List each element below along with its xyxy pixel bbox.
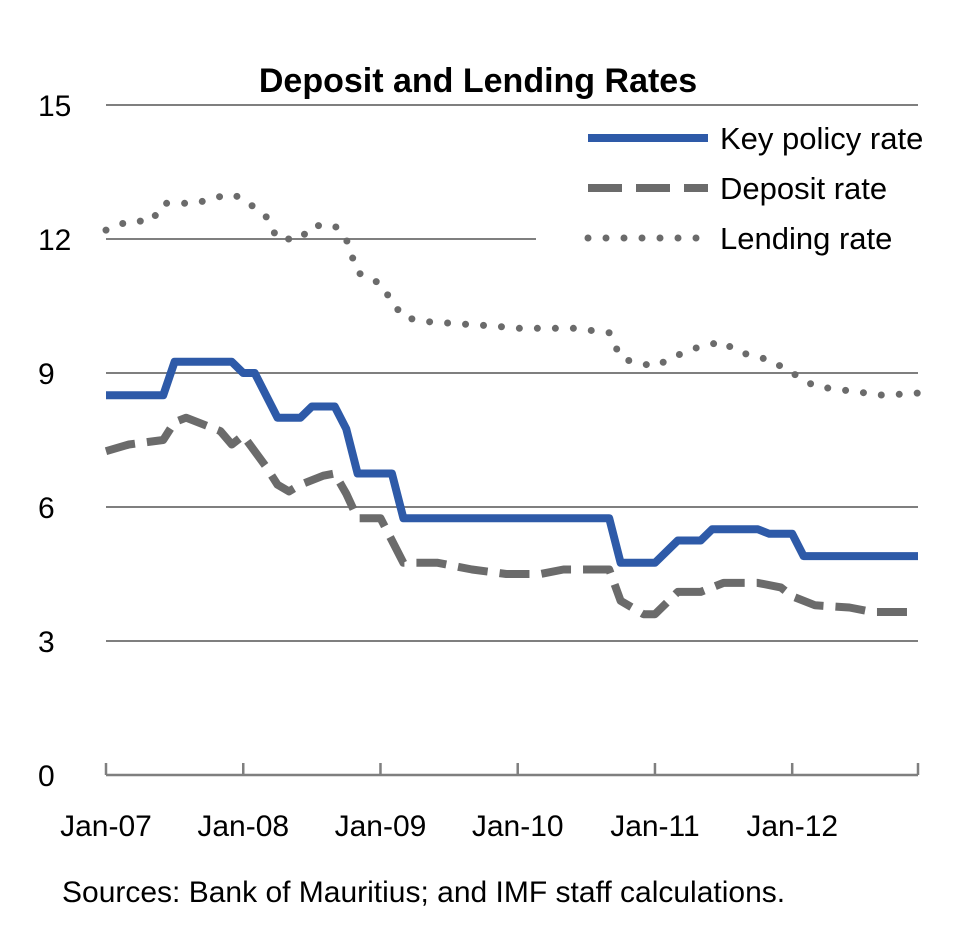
y-tick-label: 0 <box>38 760 55 793</box>
series-line-lending-rate <box>102 190 922 399</box>
x-tick-label: Jan-08 <box>197 810 289 843</box>
source-note: Sources: Bank of Mauritius; and IMF staf… <box>62 876 786 909</box>
y-tick-label: 15 <box>38 90 71 123</box>
y-tick-label: 3 <box>38 626 55 659</box>
x-tick-label: Jan-10 <box>472 810 564 843</box>
legend-label: Lending rate <box>720 221 892 256</box>
x-tick-label: Jan-07 <box>60 810 152 843</box>
x-tick-label: Jan-09 <box>335 810 427 843</box>
y-tick-label: 6 <box>38 492 55 525</box>
x-tick-label: Jan-12 <box>746 810 838 843</box>
y-tick-label: 9 <box>38 358 55 391</box>
legend-label: Deposit rate <box>720 171 887 206</box>
axes: 0 3 6 9 12 15 Jan-07 Jan-08 Jan-09 Jan-10 Jan-11 Ja… <box>38 90 920 843</box>
series-lines <box>102 190 922 619</box>
y-tick-label: 12 <box>38 224 71 257</box>
chart-svg: Deposit and Lending Rates 0 3 6 9 12 15 Jan-07… <box>38 62 924 843</box>
series-line-key-policy-rate <box>106 357 918 567</box>
x-tick-label: Jan-11 <box>610 810 700 843</box>
legend-label: Key policy rate <box>720 121 923 156</box>
chart-title: Deposit and Lending Rates <box>259 62 697 100</box>
legend: Key policy rate Deposit rate Lending rate <box>584 121 923 256</box>
series-line-deposit-rate <box>104 413 918 619</box>
